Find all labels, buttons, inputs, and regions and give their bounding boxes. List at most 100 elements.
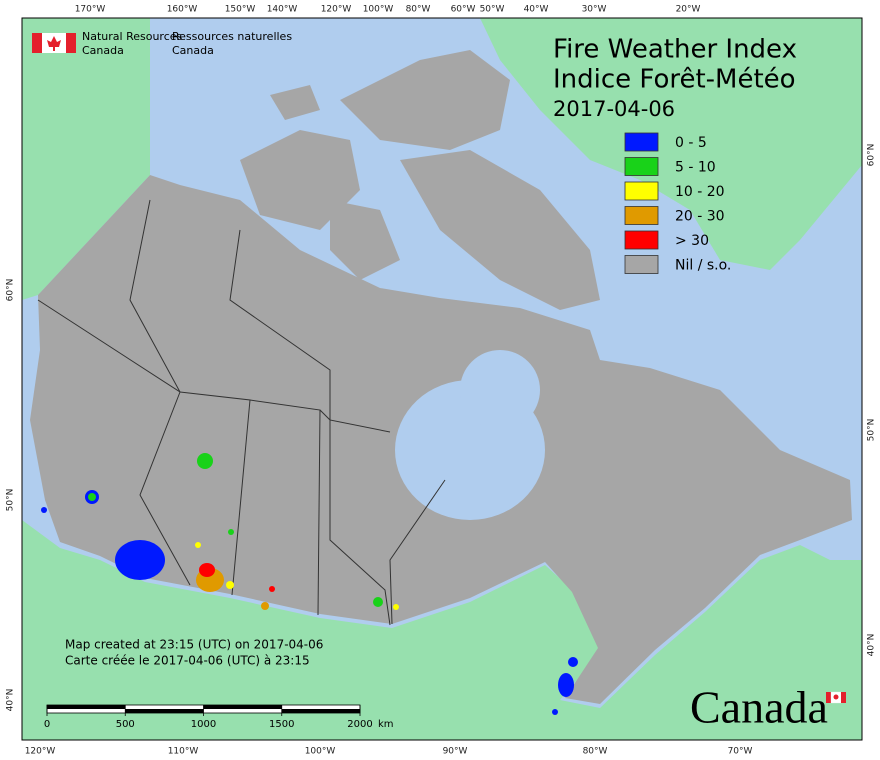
scale-segment	[47, 705, 126, 709]
map-frame	[21, 17, 863, 741]
latitude-label: 50°N	[6, 489, 16, 512]
legend-label: 20 - 30	[675, 209, 725, 225]
wordmark-flag	[826, 691, 846, 704]
scale-segment	[203, 705, 282, 709]
longitude-label: 80°W	[406, 5, 431, 15]
flag-bar	[66, 33, 76, 53]
cell	[261, 602, 269, 610]
longitude-label: 70°W	[728, 747, 753, 757]
legend-label: 5 - 10	[675, 160, 716, 176]
latitude-label: 40°N	[6, 689, 16, 712]
graticule-labels: 170°W 160°W 150°W 140°W 120°W 100°W 80°W 60°W 50…	[6, 5, 877, 757]
flag-bar	[841, 692, 846, 703]
fire-weather-cells	[41, 453, 578, 715]
scale-unit: km	[378, 719, 394, 730]
scale-bar: 0 500 1000 1500 2000 km	[44, 704, 394, 730]
latitude-label: 60°N	[6, 279, 16, 302]
longitude-label: 50°W	[480, 5, 505, 15]
longitude-label: 40°W	[524, 5, 549, 15]
legend-label: Nil / s.o.	[675, 258, 731, 274]
legend-swatch	[624, 157, 659, 176]
legend: 0 - 5 5 - 10 10 - 20 20 - 30 > 30 Nil / s.o.	[624, 132, 731, 274]
boundary	[389, 479, 446, 625]
longitude-label: 150°W	[225, 5, 256, 15]
legend-label: > 30	[675, 233, 709, 249]
maple-leaf	[833, 694, 839, 700]
alaska	[22, 18, 150, 300]
arctic-islands	[240, 50, 600, 310]
longitude-label: 20°W	[676, 5, 701, 15]
longitude-label: 100°W	[363, 5, 394, 15]
cell	[393, 604, 399, 610]
scale-label: 0	[44, 719, 50, 730]
note: Carte créée le 2017-04-06 (UTC) à 23:15	[65, 654, 310, 668]
cell	[373, 597, 383, 607]
latitude-label: 60°N	[867, 144, 877, 167]
flag-bar	[32, 33, 42, 53]
legend-label: 10 - 20	[675, 184, 725, 200]
scale-label: 1000	[191, 719, 216, 730]
cell	[269, 586, 275, 592]
cell	[195, 542, 201, 548]
longitude-label: 110°W	[168, 747, 199, 757]
longitude-label: 170°W	[75, 5, 106, 15]
flag-bar	[826, 692, 831, 703]
foxe-basin	[460, 350, 540, 430]
scale-segment	[125, 709, 204, 713]
greenland	[480, 18, 862, 270]
legend-swatch	[624, 181, 659, 201]
longitude-label: 120°W	[321, 5, 352, 15]
boundary	[229, 229, 391, 433]
cell	[552, 709, 558, 715]
title: Fire Weather Index	[553, 35, 797, 65]
cell	[41, 507, 47, 513]
org-fr: Canada	[172, 44, 214, 57]
cell	[228, 529, 234, 535]
org-en: Natural Resources	[82, 30, 183, 43]
legend-label: 0 - 5	[675, 135, 707, 151]
island	[270, 85, 320, 120]
boundary	[319, 409, 391, 626]
longitude-label: 120°W	[25, 747, 56, 757]
united-states	[22, 520, 862, 740]
date: 2017-04-06	[553, 97, 675, 121]
note: Map created at 23:15 (UTC) on 2017-04-06	[65, 638, 323, 652]
scale-label: 1500	[269, 719, 294, 730]
longitude-label: 60°W	[451, 5, 476, 15]
legend-swatch	[624, 206, 659, 225]
legend-swatch	[624, 255, 659, 274]
org-en: Canada	[82, 44, 124, 57]
scale-segment	[281, 709, 360, 713]
scale-label: 2000	[347, 719, 372, 730]
longitude-label: 140°W	[267, 5, 298, 15]
island	[400, 150, 600, 310]
island	[330, 200, 400, 280]
island	[340, 50, 510, 150]
cell	[88, 493, 96, 501]
longitude-label: 100°W	[305, 747, 336, 757]
scale-label: 500	[116, 719, 135, 730]
subtitle: Indice Forêt-Météo	[553, 65, 796, 95]
wordmark: Canada	[690, 682, 828, 733]
legend-swatch	[624, 230, 659, 250]
longitude-label: 80°W	[583, 747, 608, 757]
latitude-label: 40°N	[867, 634, 877, 657]
boundaries	[37, 199, 446, 626]
cell	[568, 657, 578, 667]
frame-border	[21, 17, 863, 741]
cell	[115, 540, 165, 580]
cell	[226, 581, 234, 589]
boundary	[37, 299, 191, 586]
boundary	[129, 199, 181, 393]
maple-leaf	[47, 36, 61, 51]
cell	[558, 673, 574, 697]
longitude-label: 160°W	[167, 5, 198, 15]
org-fr: Ressources naturelles	[172, 30, 292, 43]
cell	[197, 453, 213, 469]
longitude-label: 30°W	[582, 5, 607, 15]
latitude-label: 50°N	[867, 419, 877, 442]
cell	[199, 563, 215, 577]
legend-swatch	[624, 132, 659, 152]
longitude-label: 90°W	[443, 747, 468, 757]
